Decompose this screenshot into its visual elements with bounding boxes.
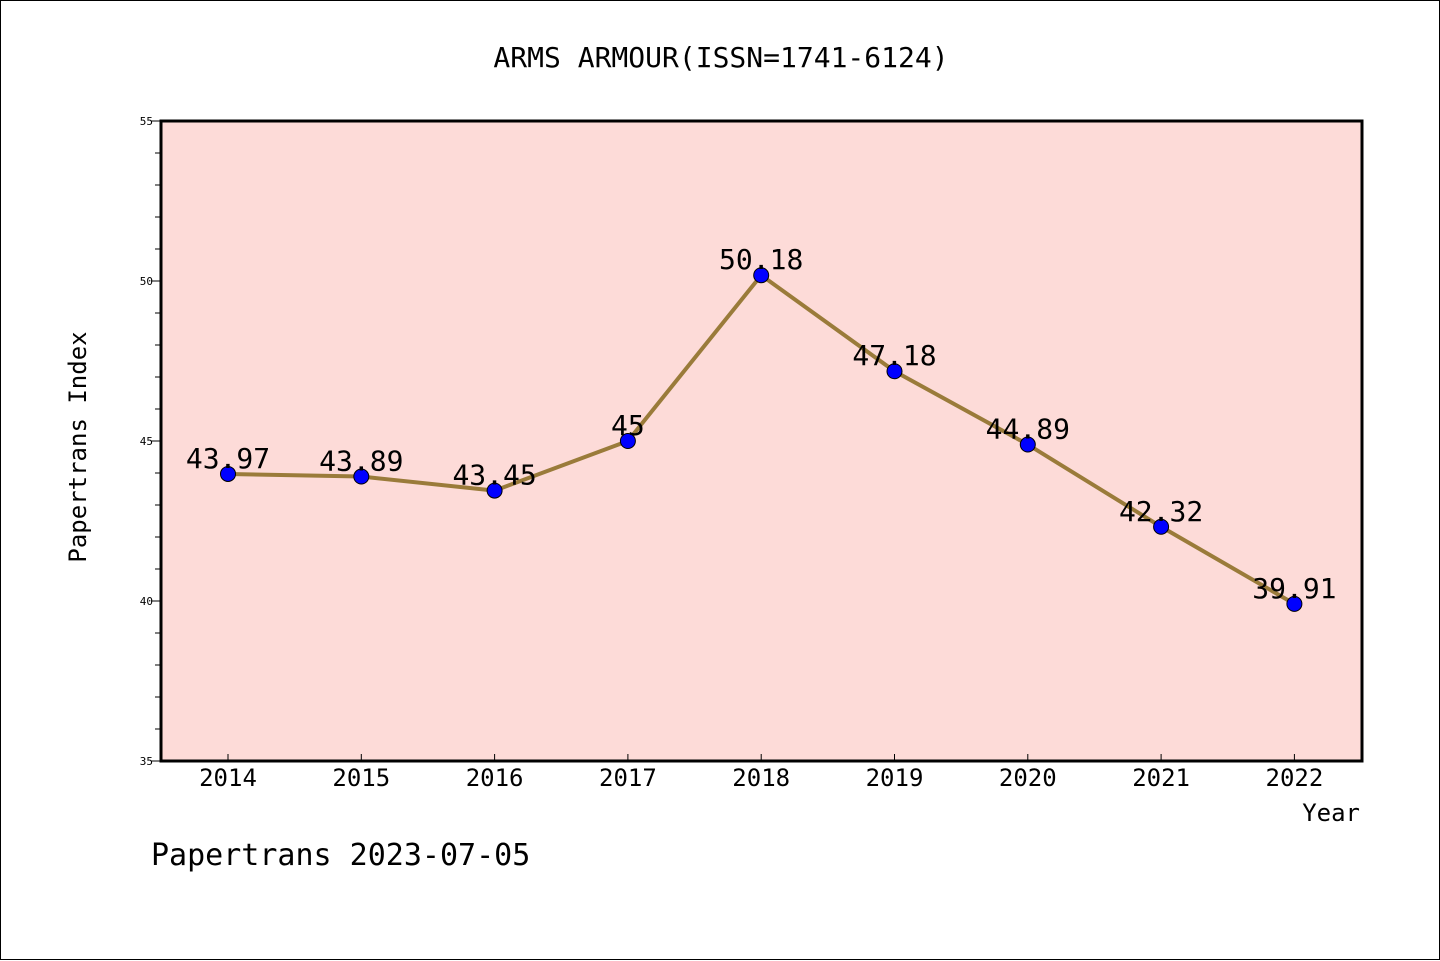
y-axis: 35 40 45 50 55 [140,115,161,768]
marker-layer [220,267,1303,612]
data-label: 50.18 [719,243,803,276]
data-label: 45 [611,409,645,442]
x-tick-label: 2021 [1132,764,1190,792]
data-label: 43.45 [452,459,536,492]
x-tick-label: 2022 [1266,764,1324,792]
data-point [220,465,236,482]
data-label: 43.89 [319,445,403,478]
y-tick-label: 45 [140,435,153,448]
x-axis: 2014 2015 2016 2017 2018 2019 2020 2021 2022 [199,754,1323,792]
data-label-layer: 43.97 43.89 43.45 45 50.18 47.18 44.89 42.32 39.… [186,243,1337,605]
data-point [1153,518,1170,535]
data-point [1286,595,1303,612]
y-tick-label: 55 [140,115,153,128]
data-label: 44.89 [986,413,1070,446]
chart-title: ARMS ARMOUR(ISSN=1741-6124) [493,41,948,74]
y-tick-label: 50 [140,275,153,288]
data-label: 43.97 [186,442,270,475]
x-axis-title: Year [1302,799,1360,827]
x-tick-label: 2017 [599,764,657,792]
data-label: 47.18 [852,339,936,372]
data-point [619,433,636,449]
data-point [1019,436,1036,453]
data-point [486,482,503,499]
x-tick-label: 2015 [332,764,390,792]
x-tick-label: 2020 [999,764,1057,792]
data-point [353,468,370,485]
data-point [886,363,903,380]
y-axis-title: Papertrans Index [64,331,92,562]
x-tick-label: 2018 [732,764,790,792]
footer-text: Papertrans 2023-07-05 [151,838,530,873]
data-label: 42.32 [1119,495,1203,528]
y-tick-label: 35 [140,755,153,768]
plot-area [159,119,1364,763]
x-tick-label: 2019 [866,764,924,792]
x-tick-label: 2014 [199,764,257,792]
data-label: 39.91 [1252,572,1336,605]
data-point [753,267,770,284]
x-tick-label: 2016 [466,764,524,792]
y-tick-label: 40 [140,595,153,608]
